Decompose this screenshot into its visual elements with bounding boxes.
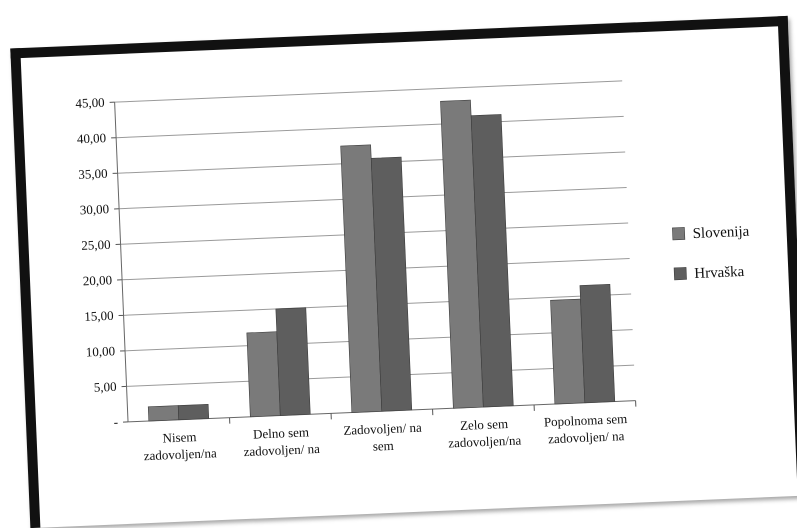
bar-hrva-ka: [178, 404, 209, 419]
y-axis: [115, 102, 128, 422]
x-category-label: sem: [372, 438, 394, 454]
chart-frame: - 5,00 10,00 15,00 20,00 25,00 30,00 35,00 40,00…: [10, 16, 797, 528]
x-category-label: zadovoljen/na: [143, 445, 217, 463]
y-tick-label: 45,00: [75, 95, 105, 111]
y-tick-label: -: [113, 414, 118, 429]
bar-slovenija: [551, 299, 585, 404]
legend-swatch: [672, 227, 684, 239]
x-category-label: Delno sem: [253, 424, 310, 441]
x-category-label: zadovoljen/ na: [243, 441, 320, 459]
y-tick-label: 40,00: [77, 130, 107, 146]
x-category-label: zadovoljen/ na: [548, 428, 625, 446]
x-category-label: Zadovoljen/ na: [343, 420, 422, 438]
bar-chart: - 5,00 10,00 15,00 20,00 25,00 30,00 35,00 40,00…: [21, 26, 797, 527]
legend-swatch: [674, 267, 686, 279]
chart-stage: - 5,00 10,00 15,00 20,00 25,00 30,00 35,00 40,00…: [0, 0, 797, 513]
bar-slovenija: [148, 406, 179, 421]
y-tick-label: 10,00: [86, 343, 116, 359]
y-tick-label: 30,00: [80, 201, 110, 217]
x-category-label: Zelo sem: [460, 416, 509, 433]
y-tick-label: 5,00: [93, 379, 116, 395]
y-tick-label: 20,00: [83, 272, 113, 288]
x-category-label: Popolnoma sem: [544, 411, 628, 429]
y-tick-label: 25,00: [81, 237, 111, 253]
y-tick-label: 35,00: [78, 166, 108, 182]
bar-hrva-ka: [580, 284, 615, 402]
legend-label: Slovenija: [692, 224, 750, 242]
x-category-label: Nisem: [162, 429, 197, 445]
x-category-label: zadovoljen/na: [448, 432, 522, 450]
bar-slovenija: [247, 332, 280, 417]
bar-hrva-ka: [276, 308, 310, 416]
legend-label: Hrvaška: [694, 264, 745, 282]
y-tick-label: 15,00: [84, 308, 114, 324]
gridline: [116, 116, 624, 137]
gridline: [115, 81, 623, 102]
